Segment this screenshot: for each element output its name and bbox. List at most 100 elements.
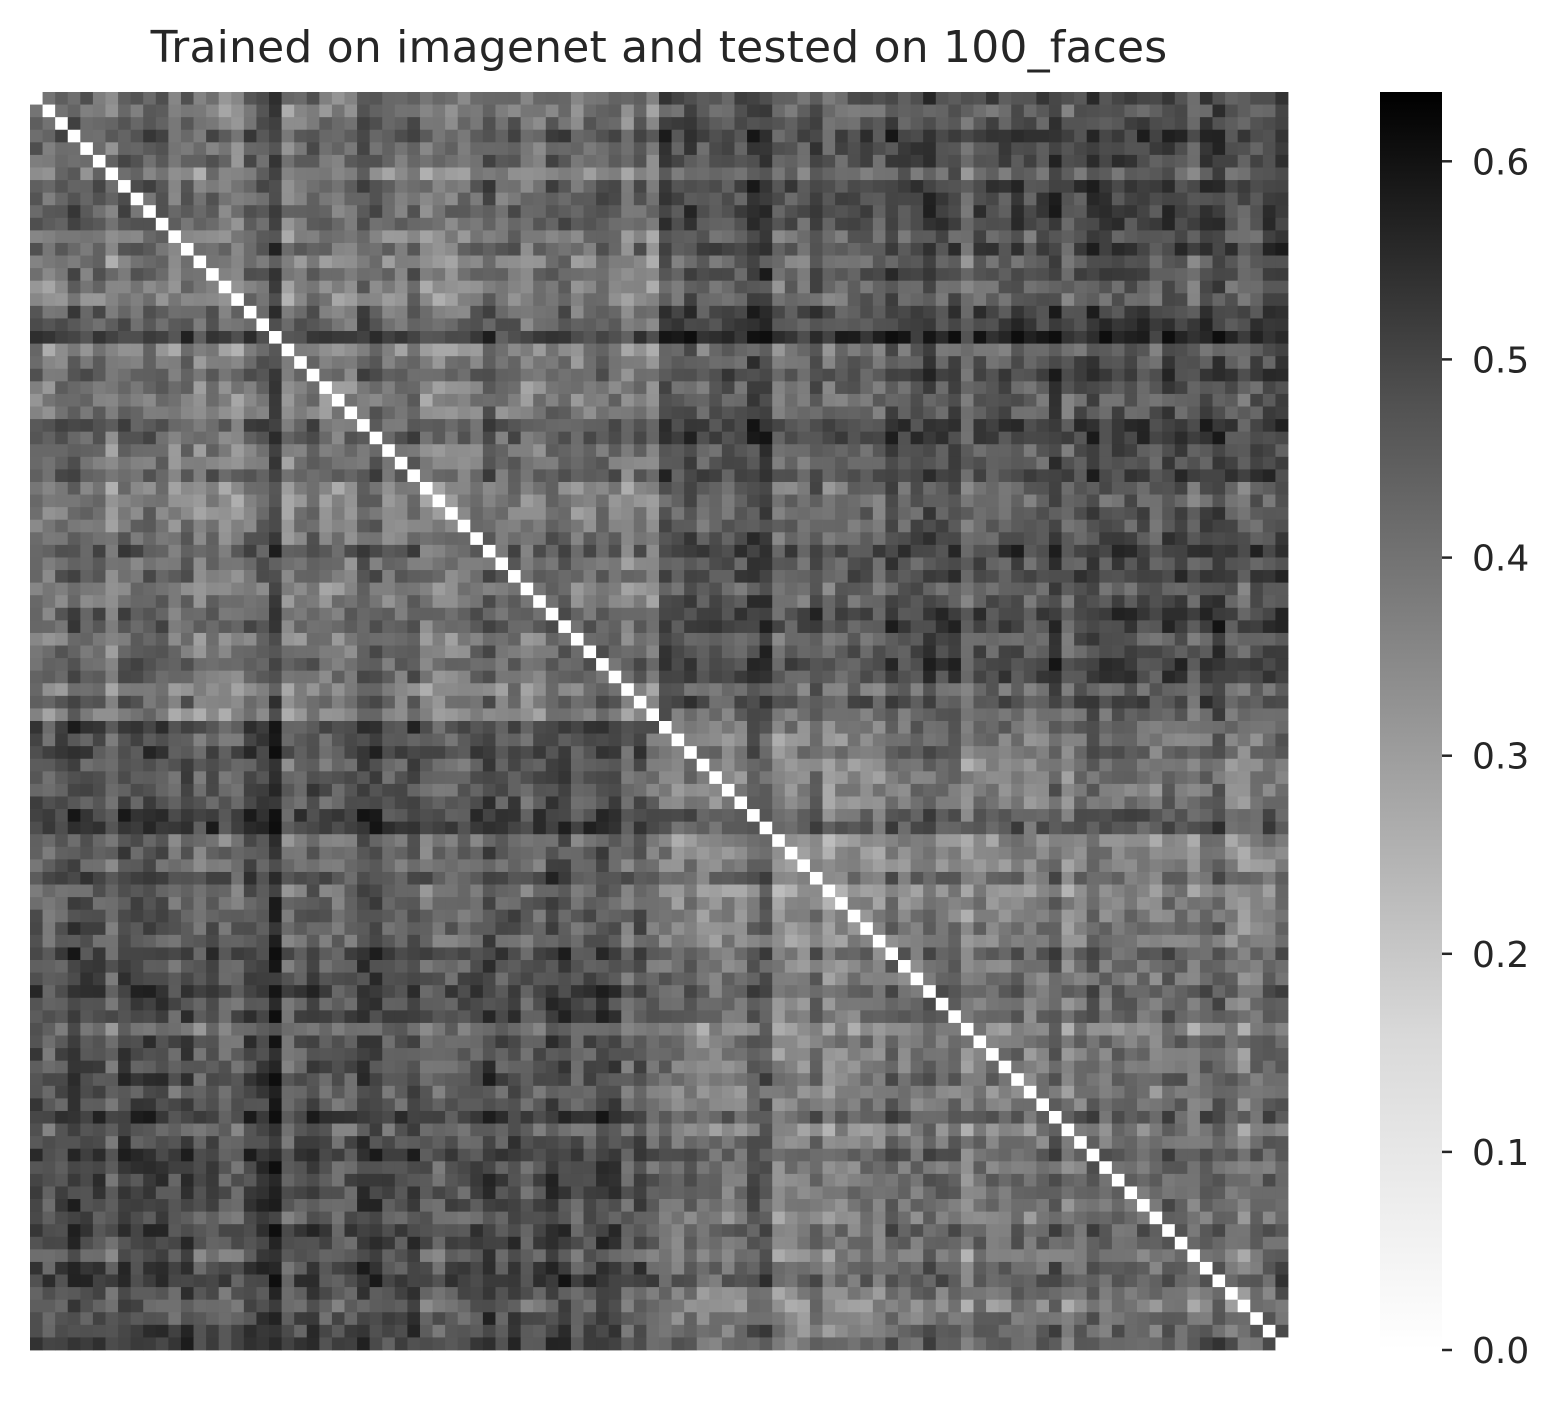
heatmap-cell (269, 280, 282, 294)
heatmap-cell (1137, 544, 1151, 558)
heatmap-cell (1061, 645, 1075, 659)
heatmap-cell (294, 192, 308, 206)
heatmap-cell (1275, 494, 1289, 508)
heatmap-cell (80, 217, 94, 231)
heatmap-cell (520, 632, 534, 646)
heatmap-cell (898, 167, 911, 181)
heatmap-cell (67, 142, 81, 156)
heatmap-cell (872, 142, 886, 156)
heatmap-cell (734, 343, 748, 357)
heatmap-cell (294, 670, 308, 684)
heatmap-cell (608, 620, 622, 634)
heatmap-cell (193, 406, 207, 420)
heatmap-cell (822, 532, 836, 546)
heatmap-cell (872, 708, 886, 722)
heatmap-cell (218, 570, 232, 584)
heatmap-cell (218, 683, 232, 697)
heatmap-cell (206, 180, 220, 194)
heatmap-cell (809, 293, 823, 307)
heatmap-cell (143, 444, 157, 458)
heatmap-cell (910, 92, 924, 105)
heatmap-cell (772, 230, 786, 244)
heatmap-cell (860, 494, 874, 508)
heatmap-cell (633, 570, 647, 584)
heatmap-cell (269, 419, 282, 433)
heatmap-cell (1061, 695, 1075, 709)
heatmap-cell (457, 255, 471, 269)
heatmap-cell (1086, 117, 1100, 131)
heatmap-cell (1187, 582, 1201, 596)
heatmap-cell (1023, 230, 1037, 244)
heatmap-cell (684, 582, 698, 596)
heatmap-cell (155, 331, 169, 344)
heatmap-cell (1124, 406, 1138, 420)
heatmap-cell (1036, 331, 1050, 344)
heatmap-cell (470, 469, 484, 483)
heatmap-cell (960, 658, 974, 672)
heatmap-cell (1048, 570, 1062, 584)
heatmap-cell (558, 92, 572, 105)
heatmap-cell (734, 318, 748, 332)
heatmap-cell (508, 582, 522, 596)
heatmap-cell (835, 280, 849, 294)
heatmap-cell (382, 444, 396, 458)
heatmap-cell (155, 368, 169, 382)
heatmap-cell (709, 469, 723, 483)
heatmap-cell (948, 293, 962, 307)
heatmap-cell (1275, 632, 1289, 646)
heatmap-cell (596, 142, 610, 156)
heatmap-cell (1099, 632, 1113, 646)
heatmap-cell (218, 230, 232, 244)
heatmap-cell (847, 582, 861, 596)
heatmap-cell (67, 431, 81, 445)
heatmap-cell (92, 645, 106, 659)
heatmap-cell (1250, 595, 1264, 609)
heatmap-cell (671, 104, 685, 118)
heatmap-cell (998, 205, 1012, 219)
heatmap-cell (860, 544, 874, 558)
heatmap-cell (218, 431, 232, 445)
heatmap-cell (973, 154, 987, 168)
heatmap-cell (193, 481, 207, 495)
heatmap-cell (948, 481, 962, 495)
heatmap-cell (508, 268, 522, 282)
heatmap-cell (1149, 519, 1163, 533)
heatmap-cell (1111, 544, 1125, 558)
heatmap-cell (1199, 205, 1213, 219)
heatmap-cell (281, 708, 295, 722)
heatmap-cell (55, 419, 69, 433)
heatmap-cell (1262, 582, 1276, 596)
heatmap-cell (759, 595, 773, 609)
heatmap-cell (256, 419, 270, 433)
heatmap-cell (256, 293, 270, 307)
heatmap-cell (218, 167, 232, 181)
heatmap-cell (1212, 117, 1226, 131)
heatmap-cell (357, 242, 371, 256)
heatmap-cell (822, 632, 836, 646)
heatmap-cell (747, 595, 761, 609)
heatmap-cell (973, 695, 987, 709)
heatmap-cell (407, 582, 421, 596)
heatmap-cell (419, 293, 433, 307)
heatmap-cell (822, 481, 836, 495)
heatmap-cell (1149, 419, 1163, 433)
heatmap-cell (118, 632, 132, 646)
heatmap-cell (734, 595, 748, 609)
heatmap-cell (759, 519, 773, 533)
heatmap-cell (596, 117, 610, 131)
heatmap-cell (960, 670, 974, 684)
heatmap-cell (193, 431, 207, 445)
heatmap-cell (1275, 368, 1289, 382)
heatmap-cell (923, 632, 937, 646)
heatmap-cell (369, 607, 383, 621)
heatmap-cell (1048, 293, 1062, 307)
heatmap-cell (470, 142, 484, 156)
heatmap-cell (986, 280, 1000, 294)
heatmap-cell (621, 582, 635, 596)
heatmap-cell (583, 180, 597, 194)
heatmap-cell (885, 331, 899, 344)
heatmap-cell (243, 268, 257, 282)
heatmap-cell (797, 419, 811, 433)
heatmap-cell (1174, 607, 1188, 621)
heatmap-cell (533, 406, 547, 420)
